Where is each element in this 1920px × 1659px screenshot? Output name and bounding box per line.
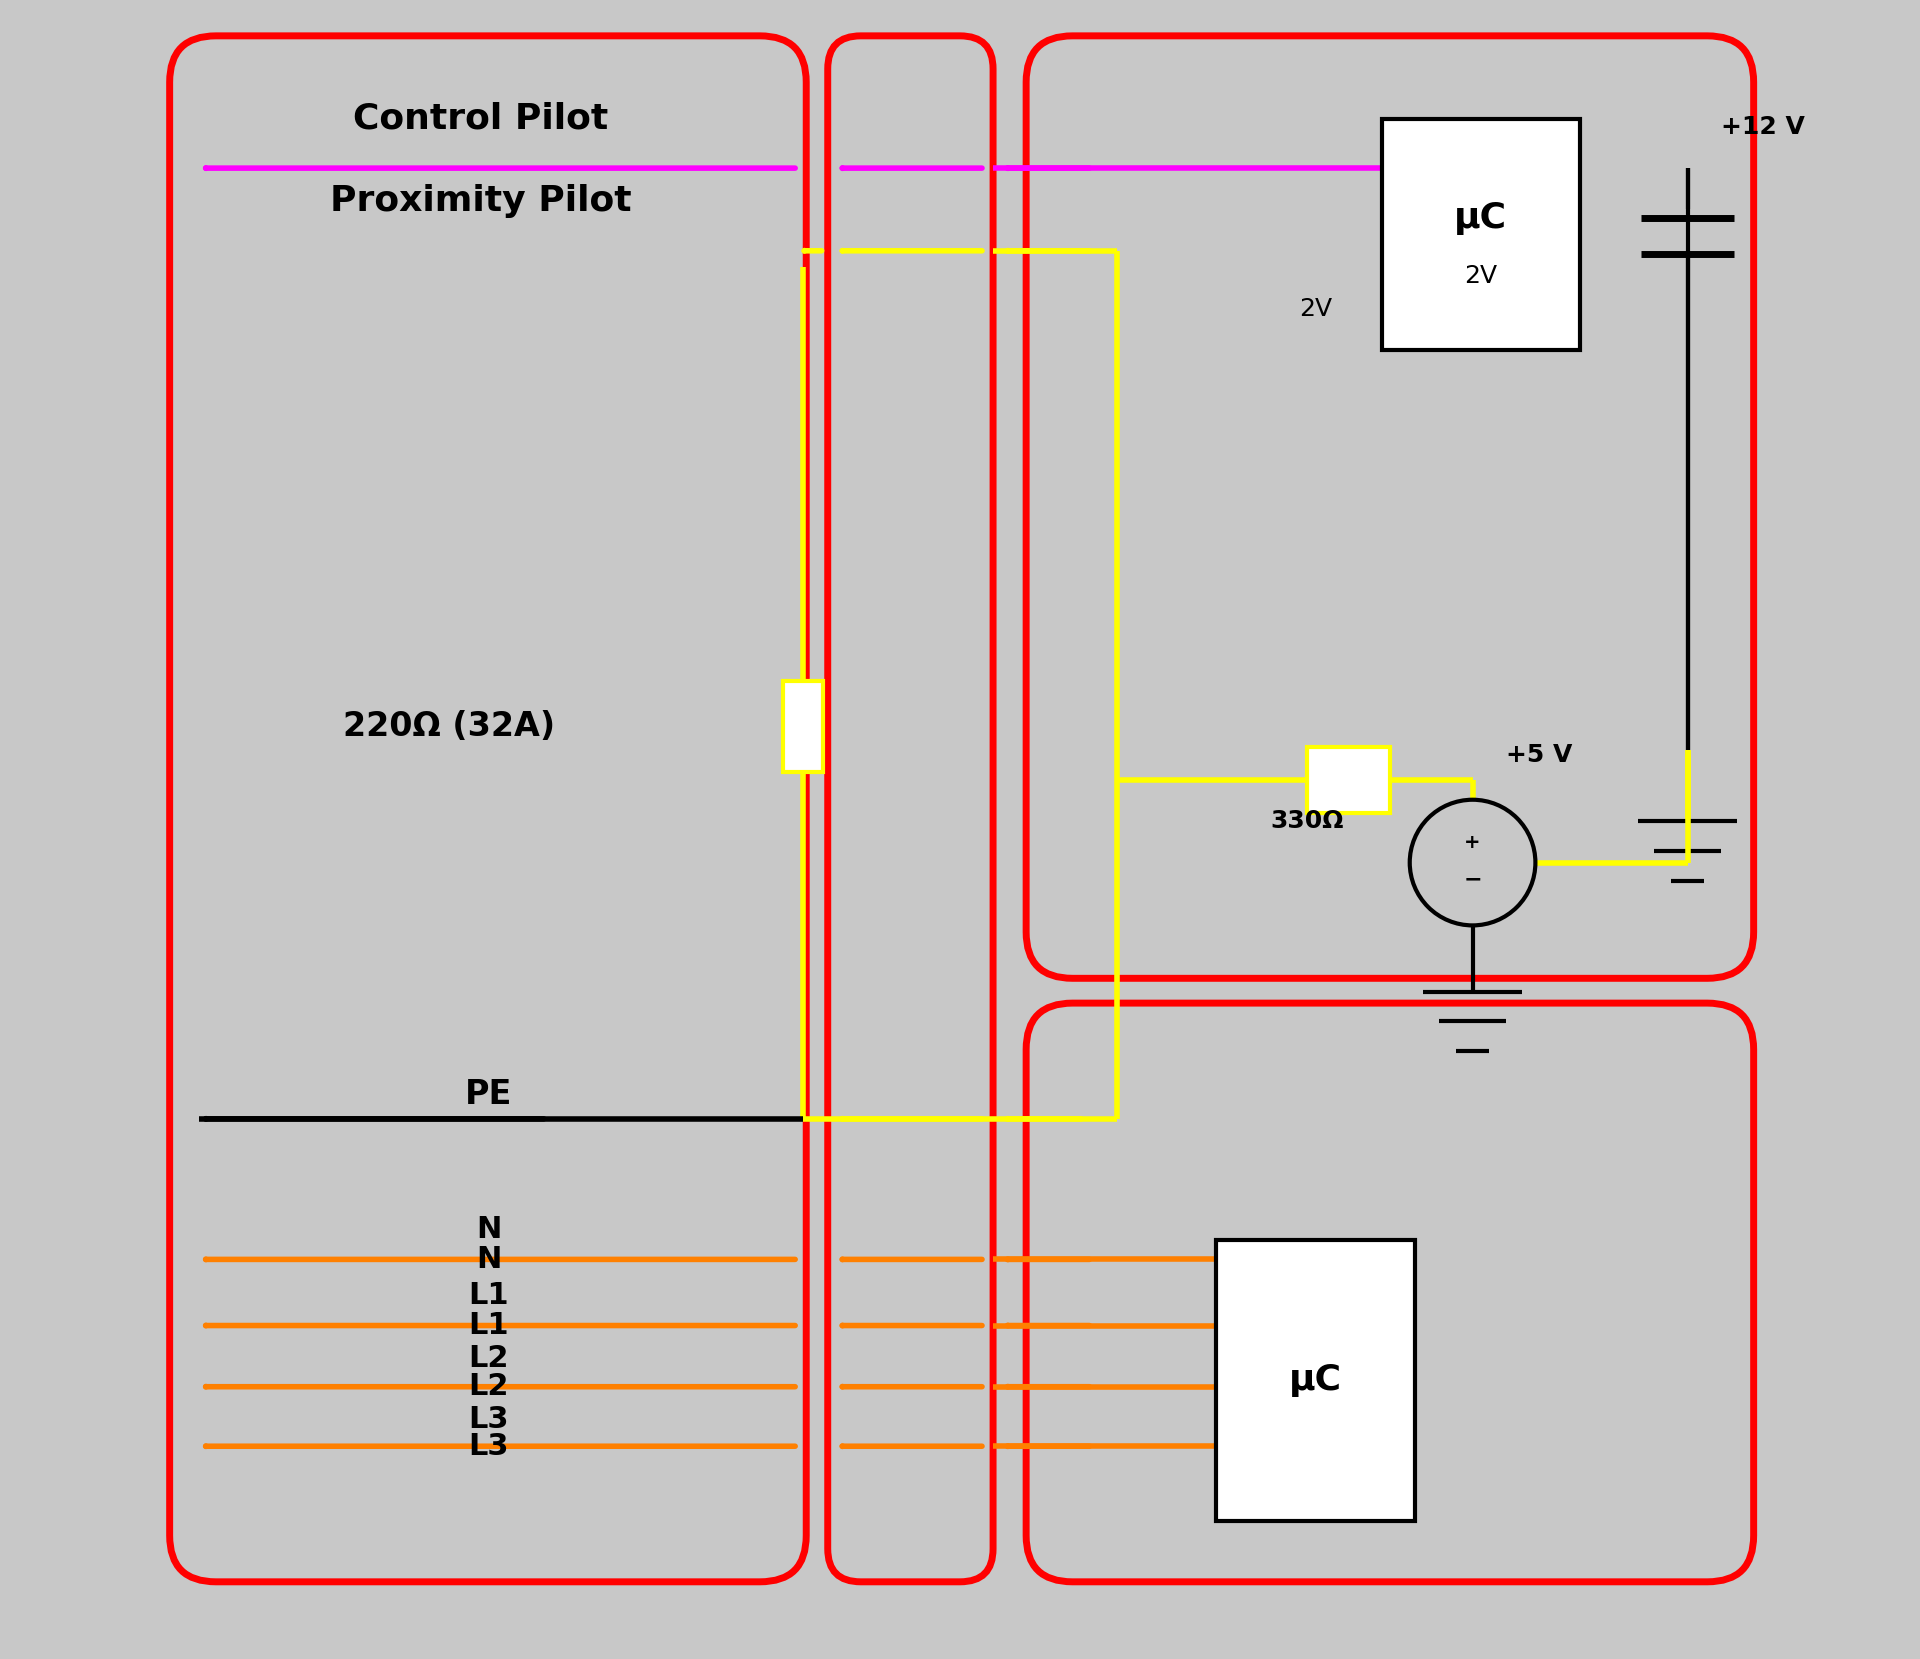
Text: PE: PE [465, 1078, 513, 1110]
Text: μC: μC [1453, 201, 1507, 234]
Text: 330Ω: 330Ω [1271, 810, 1344, 833]
Text: −: − [1463, 869, 1482, 889]
FancyBboxPatch shape [828, 36, 993, 1581]
Text: 2V: 2V [1465, 264, 1498, 287]
Text: N: N [476, 1214, 501, 1244]
Text: L1: L1 [468, 1311, 509, 1340]
Bar [1308, 747, 1390, 813]
Text: L1: L1 [468, 1281, 509, 1311]
Text: +: + [1465, 833, 1480, 853]
Text: Proximity Pilot: Proximity Pilot [330, 184, 632, 219]
FancyBboxPatch shape [169, 36, 806, 1581]
Bar [1382, 118, 1580, 350]
Text: μC: μC [1288, 1364, 1342, 1397]
FancyBboxPatch shape [1025, 36, 1753, 979]
Text: L2: L2 [468, 1344, 509, 1374]
Text: +5 V: +5 V [1505, 743, 1572, 766]
Bar [783, 680, 824, 771]
Text: L2: L2 [468, 1372, 509, 1402]
Bar [1215, 1239, 1415, 1521]
Text: L3: L3 [468, 1405, 509, 1435]
Text: +12 V: +12 V [1720, 114, 1805, 139]
Text: 2V: 2V [1300, 297, 1332, 320]
Text: Control Pilot: Control Pilot [353, 101, 609, 136]
FancyBboxPatch shape [1025, 1004, 1753, 1581]
Text: 220Ω (32A): 220Ω (32A) [344, 710, 555, 743]
Text: L3: L3 [468, 1432, 509, 1460]
Text: N: N [476, 1244, 501, 1274]
